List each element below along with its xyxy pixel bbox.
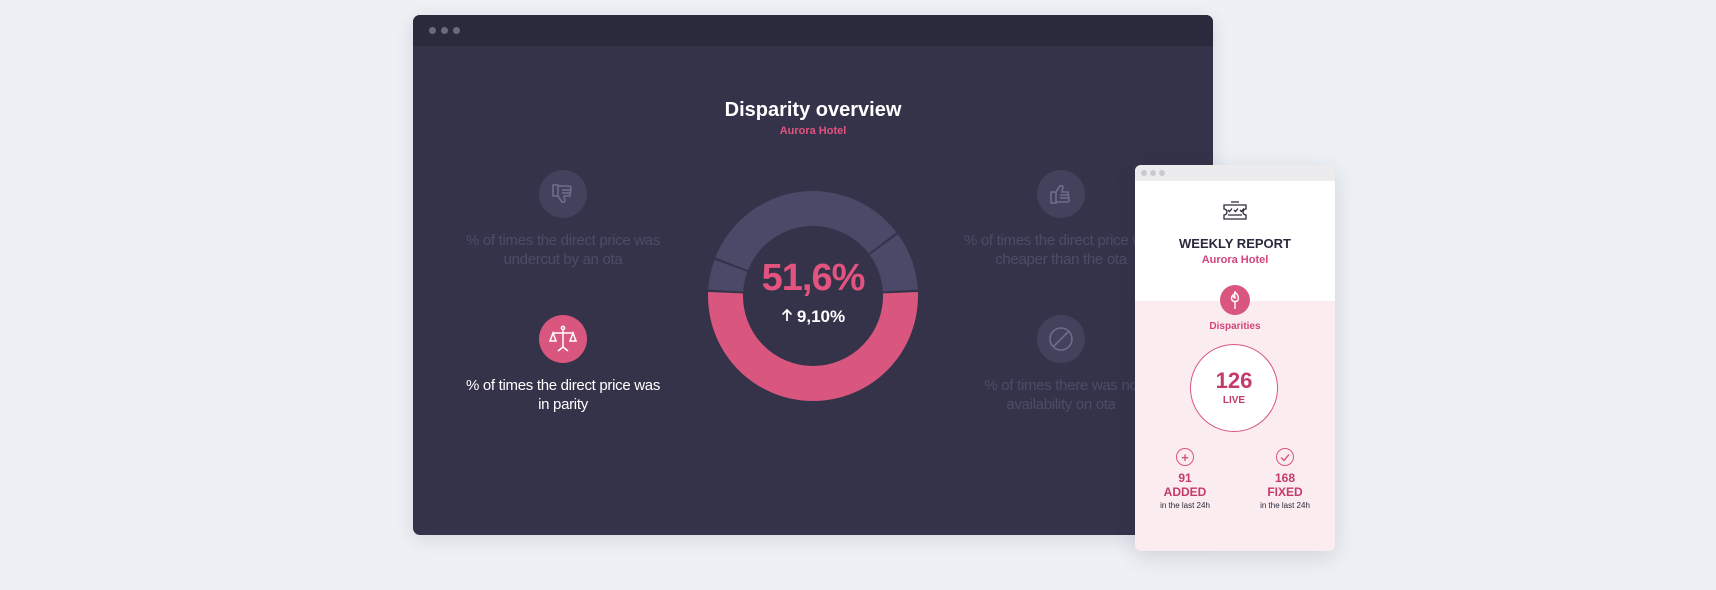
parity-change: 9,10% bbox=[706, 307, 920, 327]
live-count: 126 bbox=[1215, 368, 1253, 393]
thumbs-down-icon bbox=[539, 170, 587, 218]
disparities-flame-icon bbox=[1220, 285, 1250, 315]
parity-percentage: 51,6% bbox=[761, 257, 866, 299]
metric-label: % of times the direct price was in parit… bbox=[465, 377, 661, 413]
report-hotel: Aurora Hotel bbox=[1201, 254, 1269, 266]
fixed-label: FIXED bbox=[1267, 485, 1303, 499]
metric-parity[interactable]: % of times the direct price was in parit… bbox=[463, 315, 663, 414]
report-ticket-icon bbox=[1222, 201, 1248, 228]
report-header: WEEKLY REPORT Aurora Hotel bbox=[1135, 181, 1335, 301]
fixed-stat: 168 FIXED in the last 24h bbox=[1245, 448, 1325, 510]
donut-segment-parity bbox=[708, 292, 918, 401]
window-dot-icon bbox=[1150, 170, 1156, 176]
donut-segment-undercut bbox=[715, 191, 897, 271]
page-title: Disparity overview bbox=[724, 99, 902, 121]
parity-change-value: 9,10% bbox=[796, 307, 846, 326]
report-title: WEEKLY REPORT bbox=[1179, 236, 1291, 251]
mobile-titlebar bbox=[1135, 165, 1335, 181]
parity-donut-chart: 51,6% 9,10% bbox=[706, 189, 920, 403]
window-titlebar bbox=[413, 15, 1213, 46]
scales-icon bbox=[539, 315, 587, 363]
window-dot-icon bbox=[1159, 170, 1165, 176]
added-caption: in the last 24h bbox=[1160, 501, 1210, 510]
live-count-circle: 126 LIVE bbox=[1190, 344, 1278, 432]
added-stat: + 91 ADDED in the last 24h bbox=[1145, 448, 1225, 510]
donut-svg bbox=[708, 191, 918, 401]
added-label: ADDED bbox=[1163, 485, 1207, 499]
metric-label: % of times there was no availability on … bbox=[984, 377, 1138, 413]
disparity-overview-window: Disparity overview Aurora Hotel % of tim… bbox=[413, 15, 1213, 535]
weekly-report-card: WEEKLY REPORT Aurora Hotel Disparities 1… bbox=[1135, 165, 1335, 551]
window-dot-icon bbox=[1141, 170, 1147, 176]
metric-label: % of times the direct price was undercut… bbox=[465, 232, 661, 268]
metric-no-availability[interactable]: % of times there was no availability on … bbox=[961, 315, 1161, 414]
thumbs-up-icon bbox=[1037, 170, 1085, 218]
metric-cheaper[interactable]: % of times the direct price was cheaper … bbox=[961, 170, 1161, 269]
fixed-value: 168 bbox=[1274, 471, 1296, 485]
live-label: LIVE bbox=[1222, 395, 1246, 406]
added-value: 91 bbox=[1178, 471, 1192, 485]
donut-segment-cheaper bbox=[708, 259, 748, 292]
metric-undercut[interactable]: % of times the direct price was undercut… bbox=[463, 170, 663, 269]
hotel-name: Aurora Hotel bbox=[779, 125, 847, 137]
report-category: Disparities bbox=[1209, 321, 1261, 332]
donut-segment-no-availability bbox=[869, 234, 918, 292]
plus-icon: + bbox=[1176, 448, 1194, 466]
arrow-up-icon bbox=[781, 307, 793, 327]
window-dot-icon bbox=[453, 27, 460, 34]
check-icon bbox=[1276, 448, 1294, 466]
fixed-caption: in the last 24h bbox=[1260, 501, 1310, 510]
window-dot-icon bbox=[441, 27, 448, 34]
metric-label: % of times the direct price was cheaper … bbox=[963, 232, 1159, 268]
window-dot-icon bbox=[429, 27, 436, 34]
no-availability-icon bbox=[1037, 315, 1085, 363]
